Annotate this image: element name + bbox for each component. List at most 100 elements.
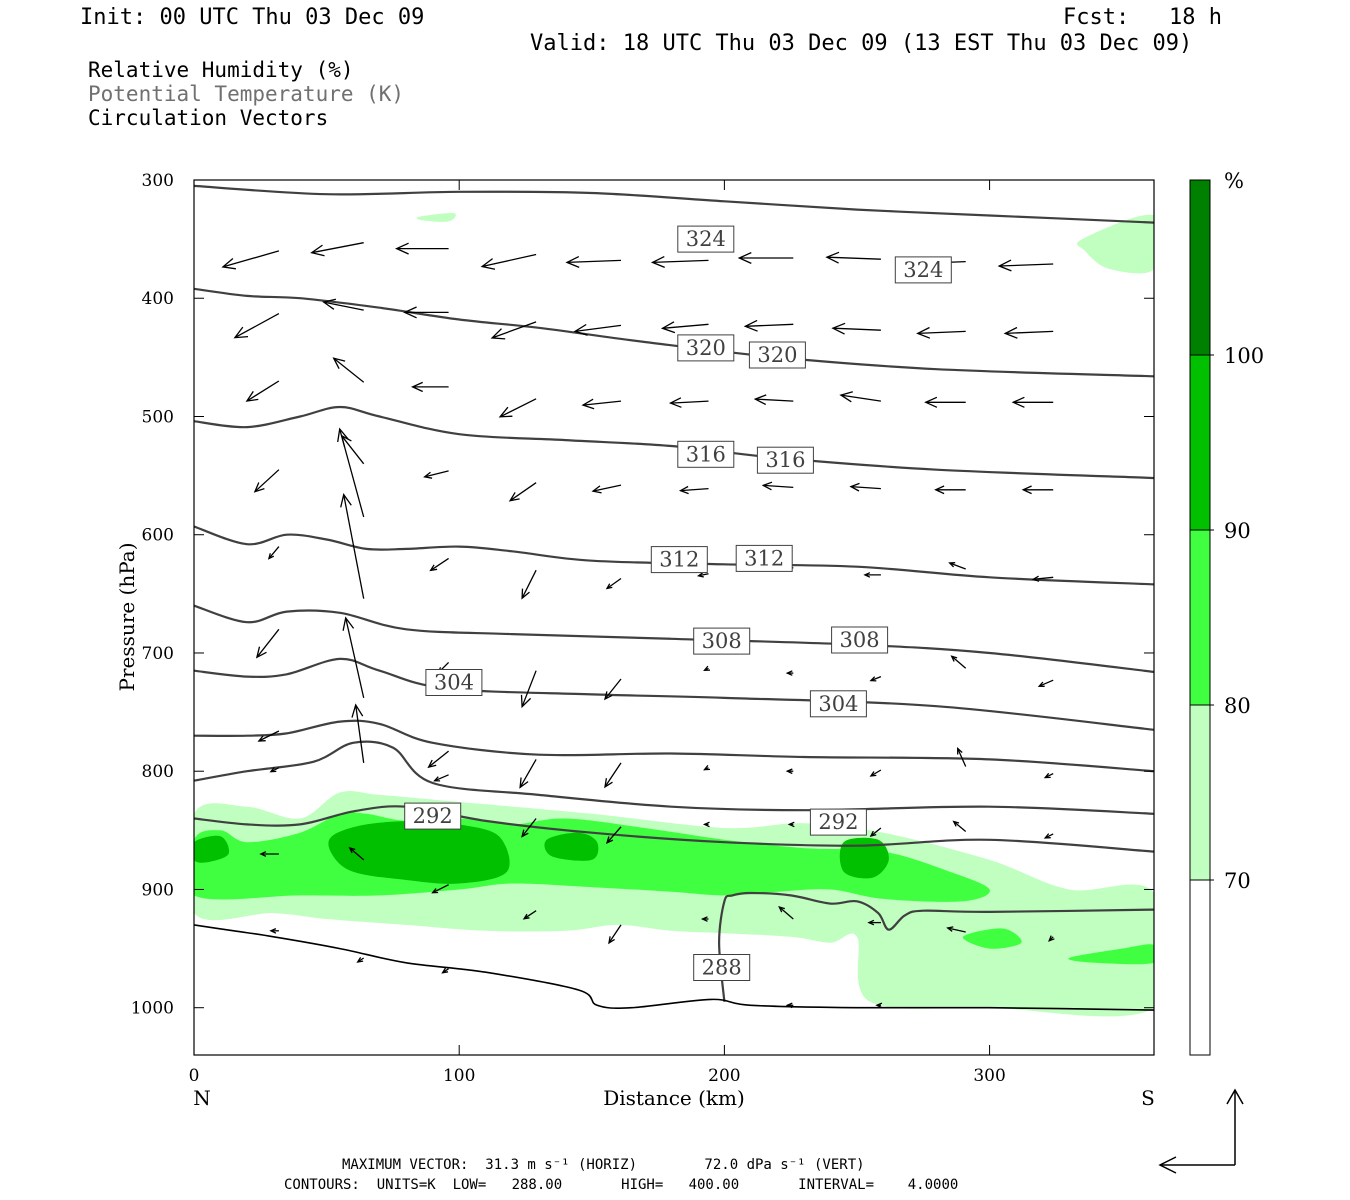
theta-label-text: 320 — [757, 343, 797, 367]
theta-contour — [194, 657, 1154, 731]
circulation-vector — [934, 485, 966, 495]
circulation-vector — [351, 703, 365, 763]
circulation-vector — [650, 256, 709, 269]
circulation-vector — [831, 322, 881, 335]
circulation-vector — [519, 759, 537, 789]
y-axis-title: Pressure (hPa) — [115, 543, 139, 692]
rh-region-80 — [962, 928, 1022, 949]
circulation-vector — [778, 905, 794, 920]
circulation-vector — [1021, 485, 1054, 495]
theta-label-text: 304 — [434, 671, 474, 695]
x-tick-label: 100 — [443, 1066, 475, 1086]
theta-label-text: 304 — [818, 692, 858, 716]
rh-region-70 — [416, 212, 456, 222]
y-tick-label: 900 — [142, 880, 174, 900]
circulation-vector — [608, 924, 622, 945]
theta-contour — [194, 525, 1154, 586]
theta-contour-label: 316 — [677, 440, 735, 468]
circulation-vector — [581, 398, 622, 410]
circulation-vector — [761, 481, 794, 491]
circulation-vector — [269, 766, 280, 773]
circulation-vector — [433, 774, 449, 782]
x-end-label-north: N — [193, 1086, 211, 1110]
circulation-vector — [785, 768, 794, 775]
circulation-vector — [785, 670, 794, 676]
circulation-vector — [660, 321, 709, 334]
colorbar-level-label: 100 — [1224, 344, 1264, 368]
circulation-vector — [605, 826, 622, 844]
theta-contour-label: 324 — [677, 225, 735, 253]
x-axis-title: Distance (km) — [603, 1086, 745, 1110]
circulation-vector — [869, 827, 882, 837]
circulation-vector — [411, 381, 449, 393]
theta-contour — [194, 719, 1154, 773]
circulation-vector — [957, 747, 967, 767]
circulation-vector — [423, 470, 449, 479]
rh-region-70 — [1077, 214, 1154, 274]
colorbar-level-label: 70 — [1224, 869, 1251, 893]
circulation-vector — [678, 485, 709, 495]
circulation-vector — [520, 670, 537, 709]
circulation-vector — [348, 846, 365, 861]
circulation-vector — [696, 572, 709, 578]
circulation-vector — [948, 562, 966, 570]
circulation-vector — [703, 764, 711, 771]
theta-contour-label: 292 — [404, 802, 462, 830]
circulation-vector — [753, 394, 794, 406]
circulation-vector — [221, 250, 280, 270]
colorbar-segment — [1190, 705, 1210, 880]
theta-label-text: 308 — [840, 628, 880, 652]
circulation-vector — [441, 967, 449, 974]
circulation-vector — [1043, 833, 1054, 839]
rh-region-90 — [544, 832, 599, 861]
circulation-vector — [337, 427, 365, 518]
circulation-vector — [668, 397, 709, 408]
theta-label-text: 308 — [702, 629, 742, 653]
theta-contour-label: 320 — [677, 334, 735, 362]
circulation-vector — [702, 821, 710, 828]
circulation-vector — [703, 665, 711, 672]
theta-contour — [194, 184, 1154, 224]
init-time: Init: 00 UTC Thu 03 Dec 09 — [80, 5, 425, 30]
circulation-vector — [997, 259, 1054, 272]
circulation-vector — [480, 253, 537, 270]
circulation-vector — [1048, 935, 1055, 942]
rh-region-80 — [1068, 944, 1154, 965]
x-tick-label: 300 — [973, 1066, 1005, 1086]
circulation-vector — [924, 396, 966, 408]
theta-contour — [194, 287, 1154, 378]
circulation-vector — [573, 323, 622, 336]
circulation-vector — [255, 628, 280, 659]
circulation-vector — [310, 242, 364, 257]
theta-contour — [194, 805, 1154, 853]
circulation-vector — [245, 380, 280, 402]
circulation-vector — [863, 572, 881, 578]
humidity-fill-layer — [194, 212, 1154, 1017]
colorbar-segment — [1190, 880, 1210, 1055]
circulation-vector — [322, 298, 364, 311]
circulation-vector — [952, 820, 967, 832]
circulation-vector — [233, 313, 280, 339]
circulation-vector — [508, 482, 537, 502]
theta-label-text: 324 — [903, 258, 943, 282]
y-tick-label: 700 — [142, 644, 174, 664]
circulation-vector — [1031, 575, 1054, 582]
axes-layer: 300 400 500 600 700 800 900 1000 0 100 200 300 — [131, 171, 1154, 1086]
circulation-vector — [950, 655, 967, 669]
circulation-vector — [257, 730, 280, 742]
theta-contour-label: 316 — [756, 446, 814, 474]
circulation-vector — [867, 919, 881, 926]
theta-label-text: 316 — [686, 442, 726, 466]
theta-label-text: 316 — [765, 448, 805, 472]
circulation-vector — [605, 577, 622, 590]
circulation-vector — [522, 910, 537, 920]
theta-label-text: 292 — [413, 804, 453, 828]
field-vectors-label: Circulation Vectors — [88, 106, 329, 130]
y-tick-label: 800 — [142, 762, 174, 782]
circulation-vector — [849, 482, 881, 492]
theta-label-text: 292 — [818, 810, 858, 834]
colorbar-unit-label: % — [1224, 169, 1244, 193]
theta-contour-label: 304 — [809, 690, 867, 718]
circulation-vector — [498, 398, 537, 418]
